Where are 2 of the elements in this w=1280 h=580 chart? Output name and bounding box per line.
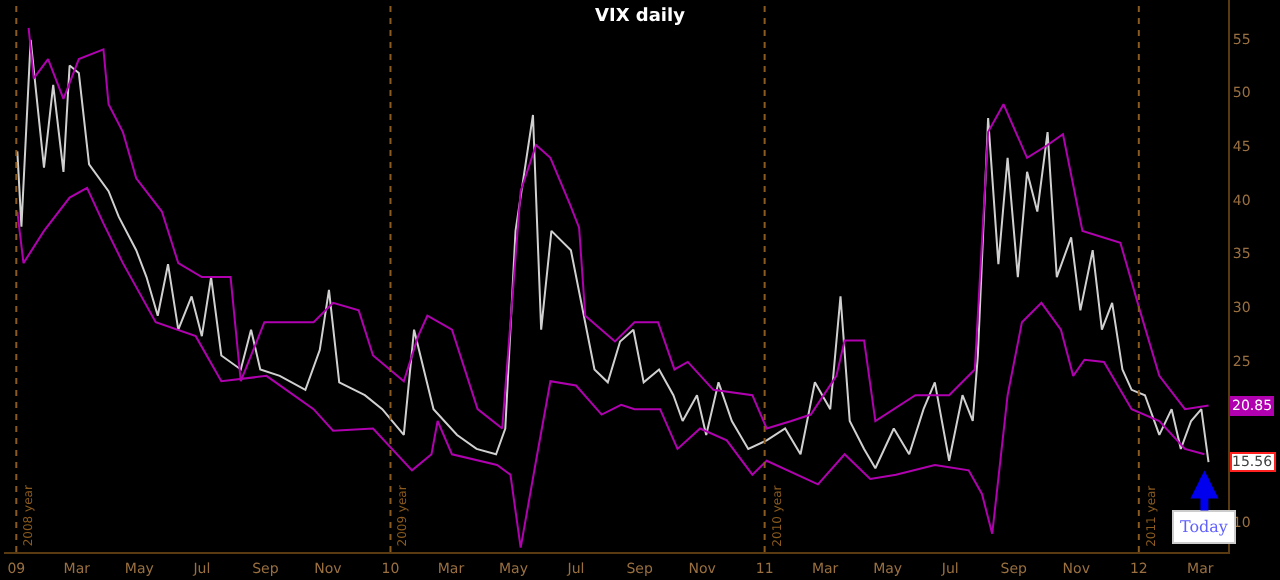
annotation: Today [1180,518,1229,536]
chart-title: VIX daily [595,7,686,28]
